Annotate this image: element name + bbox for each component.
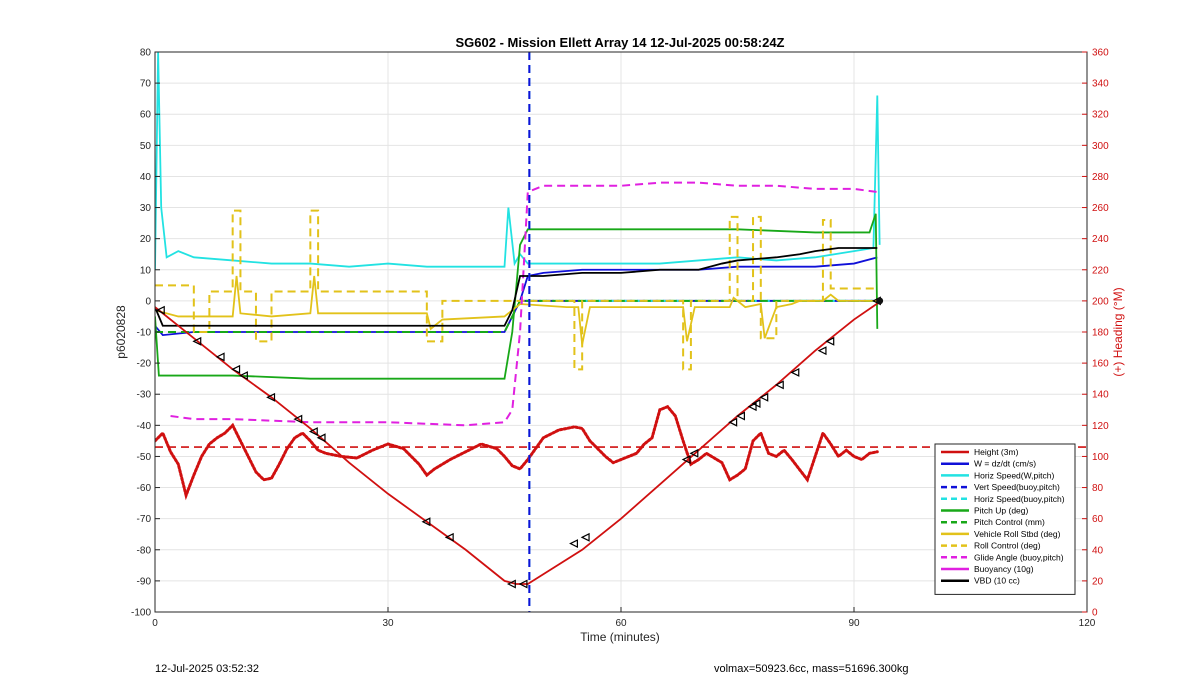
legend-entry: Vert Speed(buoy,pitch) xyxy=(974,482,1060,492)
x-tick-label: 0 xyxy=(152,618,158,629)
y-tick-label-right: 220 xyxy=(1092,265,1109,276)
height-marker xyxy=(736,411,745,421)
x-tick-label: 60 xyxy=(615,618,627,629)
y-tick-label-left: -40 xyxy=(137,421,152,432)
y-tick-label-left: 80 xyxy=(140,48,152,59)
legend-entry: VBD (10 cc) xyxy=(974,576,1020,586)
y-tick-label-right: 0 xyxy=(1092,608,1098,619)
series-heading xyxy=(155,404,879,501)
height-marker xyxy=(238,371,248,381)
y-tick-label-left: -80 xyxy=(137,545,152,556)
height-marker xyxy=(759,392,769,402)
y-tick-label-right: 320 xyxy=(1092,110,1109,121)
height-marker xyxy=(825,336,835,346)
y-tick-label-right: 20 xyxy=(1092,576,1104,587)
y-tick-label-right: 340 xyxy=(1092,79,1109,90)
y-tick-label-right: 360 xyxy=(1092,48,1109,59)
y-tick-label-left: -20 xyxy=(137,359,152,370)
height-marker xyxy=(231,364,241,374)
series-line xyxy=(155,52,881,270)
height-marker xyxy=(569,539,579,549)
height-marker xyxy=(728,417,738,427)
legend-entry: W = dz/dt (cm/s) xyxy=(974,459,1036,469)
legend-entry: Pitch Control (mm) xyxy=(974,517,1045,527)
x-tick-label: 30 xyxy=(382,618,394,629)
chart-title: SG602 - Mission Ellett Array 14 12-Jul-2… xyxy=(455,35,784,50)
y-tick-label-right: 180 xyxy=(1092,328,1109,339)
y-tick-label-left: -60 xyxy=(137,483,152,494)
legend-entry: Height (3m) xyxy=(974,447,1019,457)
series-line xyxy=(155,209,878,371)
height-marker xyxy=(747,402,757,412)
y-tick-label-left: 10 xyxy=(140,265,152,276)
height-marker xyxy=(689,448,699,458)
y-tick-label-right: 40 xyxy=(1092,545,1104,556)
y-tick-label-right: 100 xyxy=(1092,452,1109,463)
y-tick-label-left: 50 xyxy=(140,141,152,152)
height-marker xyxy=(293,414,303,424)
x-axis-label: Time (minutes) xyxy=(580,630,660,644)
height-marker xyxy=(506,579,516,589)
height-marker xyxy=(421,517,431,527)
series-layer xyxy=(155,52,1087,612)
legend-entry: Horiz Speed(buoy,pitch) xyxy=(974,494,1065,504)
height-marker xyxy=(681,455,691,465)
footer-timestamp: 12-Jul-2025 03:52:32 xyxy=(155,663,259,675)
y-tick-label-left: 70 xyxy=(140,79,152,90)
legend-entry: Buoyancy (10g) xyxy=(974,564,1034,574)
series-line xyxy=(155,275,878,345)
height-marker xyxy=(308,427,318,437)
legend: Height (3m) W = dz/dt (cm/s)Horiz Speed(W… xyxy=(934,443,1076,595)
y-tick-label-right: 140 xyxy=(1092,390,1109,401)
y-axis-label-left: p6020828 xyxy=(114,305,128,359)
y-tick-label-left: -90 xyxy=(137,576,152,587)
tick-layer: 0 30 60 90 120-100-90-80-70-60-50-40-30-20-1… xyxy=(131,48,1109,630)
y-tick-label-right: 260 xyxy=(1092,203,1109,214)
legend-entry: Pitch Up (deg) xyxy=(974,506,1028,516)
y-tick-label-left: -50 xyxy=(137,452,152,463)
legend-entry: Horiz Speed(W,pitch) xyxy=(974,470,1054,480)
x-tick-label: 90 xyxy=(848,618,860,629)
y-tick-label-left: -30 xyxy=(137,390,152,401)
y-tick-label-right: 80 xyxy=(1092,483,1104,494)
series-line xyxy=(155,300,882,585)
surface-marker xyxy=(876,297,884,305)
y-tick-label-left: -10 xyxy=(137,328,152,339)
height-marker xyxy=(155,305,165,315)
height-marker xyxy=(580,532,590,542)
y-tick-label-left: 0 xyxy=(145,296,151,307)
y-tick-label-right: 60 xyxy=(1092,514,1104,525)
height-marker xyxy=(774,380,784,390)
x-tick-label: 120 xyxy=(1079,618,1096,629)
height-marker xyxy=(316,433,326,443)
height-marker xyxy=(266,392,276,402)
y-tick-label-right: 300 xyxy=(1092,141,1109,152)
y-tick-label-left: 30 xyxy=(140,203,152,214)
y-tick-label-right: 240 xyxy=(1092,234,1109,245)
y-tick-label-left: -70 xyxy=(137,514,152,525)
y-tick-label-left: 40 xyxy=(140,172,152,183)
height-marker xyxy=(790,367,800,377)
footer-volmax-mass: volmax=50923.6cc, mass=51696.300kg xyxy=(714,663,909,675)
y-tick-label-right: 200 xyxy=(1092,296,1109,307)
series-line xyxy=(155,247,878,327)
height-marker xyxy=(817,346,827,356)
legend-entry: Roll Control (deg) xyxy=(974,541,1041,551)
y-tick-label-right: 120 xyxy=(1092,421,1109,432)
height-marker xyxy=(215,352,225,362)
y-tick-label-left: -100 xyxy=(131,608,151,619)
height-marker xyxy=(192,336,202,346)
legend-entry: Glide Angle (buoy,pitch) xyxy=(974,552,1064,562)
series-line xyxy=(155,213,879,380)
y-tick-label-left: 20 xyxy=(140,234,152,245)
y-tick-label-right: 160 xyxy=(1092,359,1109,370)
height-marker xyxy=(444,532,454,542)
y-axis-label-right: (+) Heading (°M) xyxy=(1111,287,1125,376)
height-marker xyxy=(751,399,761,409)
y-tick-label-left: 60 xyxy=(140,110,152,121)
legend-entry: Vehicle Roll Stbd (deg) xyxy=(974,529,1061,539)
height-marker xyxy=(518,579,528,589)
y-tick-label-right: 280 xyxy=(1092,172,1109,183)
